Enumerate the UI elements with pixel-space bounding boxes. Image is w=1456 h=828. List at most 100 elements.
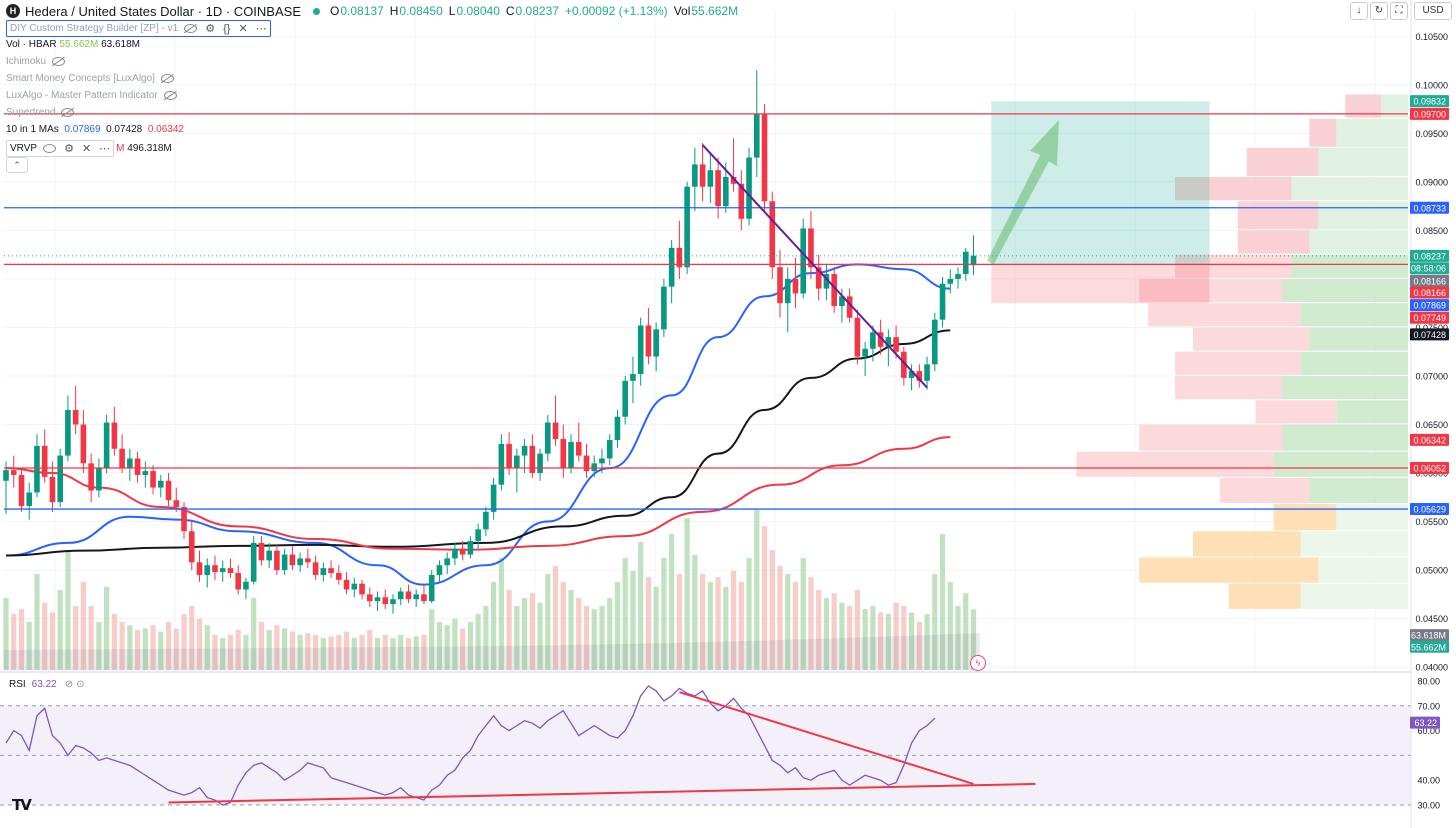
volume-bar	[514, 606, 520, 670]
volume-bar	[483, 606, 489, 670]
indicator-master-pattern[interactable]: LuxAlgo - Master Pattern Indicator	[6, 90, 177, 101]
price-label-tag	[1410, 433, 1449, 446]
horizontal-levels[interactable]	[4, 113, 1408, 510]
rsi-legend[interactable]: RSI 63.22 ⊘ ⊙	[9, 679, 84, 690]
volume-bar	[653, 586, 659, 670]
hedera-logo-icon: H	[6, 4, 20, 18]
volume-bar	[908, 612, 915, 670]
currency-select[interactable]: USD	[1414, 2, 1452, 20]
candle-body	[405, 591, 412, 600]
ohlc-open-value: 0.08137	[340, 4, 384, 18]
indicator-vrvp-unit: M	[116, 143, 125, 154]
volume-profile-bar-up	[1282, 424, 1408, 451]
indicator-supertrend[interactable]: Supertrend	[6, 107, 75, 118]
volume-profile-bar-down	[1175, 351, 1301, 375]
hidden-eye-icon[interactable]	[163, 91, 177, 100]
price-label-text: 0.08166	[1413, 288, 1446, 298]
rsi-value: 63.22	[31, 679, 57, 690]
settings-gear-icon[interactable]: ⚙	[64, 143, 74, 155]
indicator-smc[interactable]: Smart Money Concepts [LuxAlgo]	[6, 73, 174, 84]
candle-body	[676, 247, 683, 268]
indicator-vrvp-box[interactable]: VRVP ⚙ ✕ ⋯	[6, 140, 115, 157]
volume-bar	[638, 542, 644, 670]
candle-body	[382, 597, 389, 605]
candle-body	[111, 422, 118, 449]
volume-bar	[684, 518, 690, 670]
candlesticks	[3, 70, 977, 614]
candle-body	[212, 565, 218, 573]
candle-body	[932, 319, 938, 365]
candle-body	[924, 364, 930, 381]
symbol-title[interactable]: Hedera / United States Dollar · 1D · COI…	[25, 3, 301, 19]
scroll-down-icon[interactable]: ↓	[1350, 2, 1368, 20]
candle-body	[901, 351, 907, 378]
drawings[interactable]	[701, 144, 928, 389]
candle-body	[514, 455, 520, 469]
more-icon[interactable]: ⋯	[99, 143, 111, 155]
volume-bar	[506, 590, 512, 670]
volume-bar	[599, 606, 605, 670]
indicator-ichimoku[interactable]: Ichimoku	[6, 56, 66, 67]
ohlc-close-label: C	[505, 4, 515, 18]
candle-body	[173, 500, 180, 507]
ohlc-open-label: O	[330, 4, 340, 18]
volume-profile-bar-down	[1192, 327, 1310, 351]
volume-bar	[498, 558, 504, 670]
indicator-volume-label: Vol · HBAR	[6, 39, 57, 50]
indicator-diy[interactable]: DIY Custom Strategy Builder [ZP] - v1 ⚙ …	[6, 20, 271, 37]
close-icon[interactable]: ✕	[238, 23, 248, 35]
volume-bar	[220, 638, 226, 670]
rsi-tick-label: 30.00	[1417, 801, 1440, 811]
indicator-mas-value-1: 0.07869	[64, 124, 101, 135]
candle-body	[235, 573, 241, 590]
indicator-diy-label: DIY Custom Strategy Builder [ZP] - v1	[10, 23, 179, 34]
visible-eye-icon[interactable]	[43, 144, 57, 153]
rsi-line	[5, 685, 936, 806]
volume-bar	[607, 598, 613, 670]
volume-bar	[854, 590, 860, 670]
volume-profile-bar-up	[1300, 351, 1408, 375]
volume-bar	[885, 614, 891, 670]
close-icon[interactable]: ✕	[81, 143, 92, 155]
volume-profile-bar-up	[1336, 400, 1408, 424]
volume-bar	[630, 570, 636, 670]
more-icon[interactable]: ⋯	[255, 23, 267, 35]
price-axis[interactable]: 0.105000.100000.095000.090000.085000.080…	[1410, 0, 1456, 828]
reset-icon[interactable]: ↻	[1370, 2, 1388, 20]
indicator-diy-box[interactable]: DIY Custom Strategy Builder [ZP] - v1 ⚙ …	[6, 20, 271, 37]
volume-bar	[390, 638, 396, 670]
volume-bar	[142, 628, 148, 670]
candle-body	[692, 164, 698, 187]
price-label-tag	[1410, 629, 1449, 642]
hidden-eye-icon[interactable]	[52, 57, 66, 66]
volume-profile-bar-up	[1300, 531, 1408, 557]
hidden-eye-icon[interactable]	[61, 108, 75, 117]
volume-bar	[158, 631, 164, 670]
volume-bar	[49, 612, 56, 670]
alert-bolt-icon[interactable]: ϟ	[970, 655, 986, 671]
volume-bar	[398, 634, 404, 670]
hide-icon[interactable]	[184, 24, 198, 33]
indicator-volume[interactable]: Vol · HBAR 55.662M 63.618M	[6, 39, 140, 50]
settings-gear-icon[interactable]: ⚙	[205, 23, 216, 35]
indicator-vrvp[interactable]: VRVP ⚙ ✕ ⋯ M 496.318M	[6, 140, 172, 157]
hidden-eye-icon[interactable]	[160, 74, 174, 83]
candle-body	[351, 583, 358, 590]
candle-body	[622, 380, 628, 417]
source-code-icon[interactable]: {}	[223, 22, 231, 35]
target-zone	[991, 101, 1210, 265]
price-label-text: 08:58:06	[1411, 264, 1446, 274]
indicator-ichimoku-label: Ichimoku	[6, 56, 47, 67]
volume-bar	[963, 593, 969, 670]
volume-bar	[289, 631, 295, 670]
projection-zone	[986, 101, 1210, 304]
candle-body	[366, 594, 373, 602]
volume-bar	[622, 558, 628, 670]
fullscreen-icon[interactable]: ⛶	[1390, 2, 1408, 20]
price-tick-label: 0.04500	[1415, 614, 1448, 624]
indicator-mas[interactable]: 10 in 1 MAs 0.07869 0.07428 0.06342	[6, 124, 184, 135]
volume-bar	[88, 606, 94, 670]
collapse-legend-chevron-up-icon[interactable]: ⌃	[6, 157, 28, 173]
volume-bar	[444, 625, 450, 670]
